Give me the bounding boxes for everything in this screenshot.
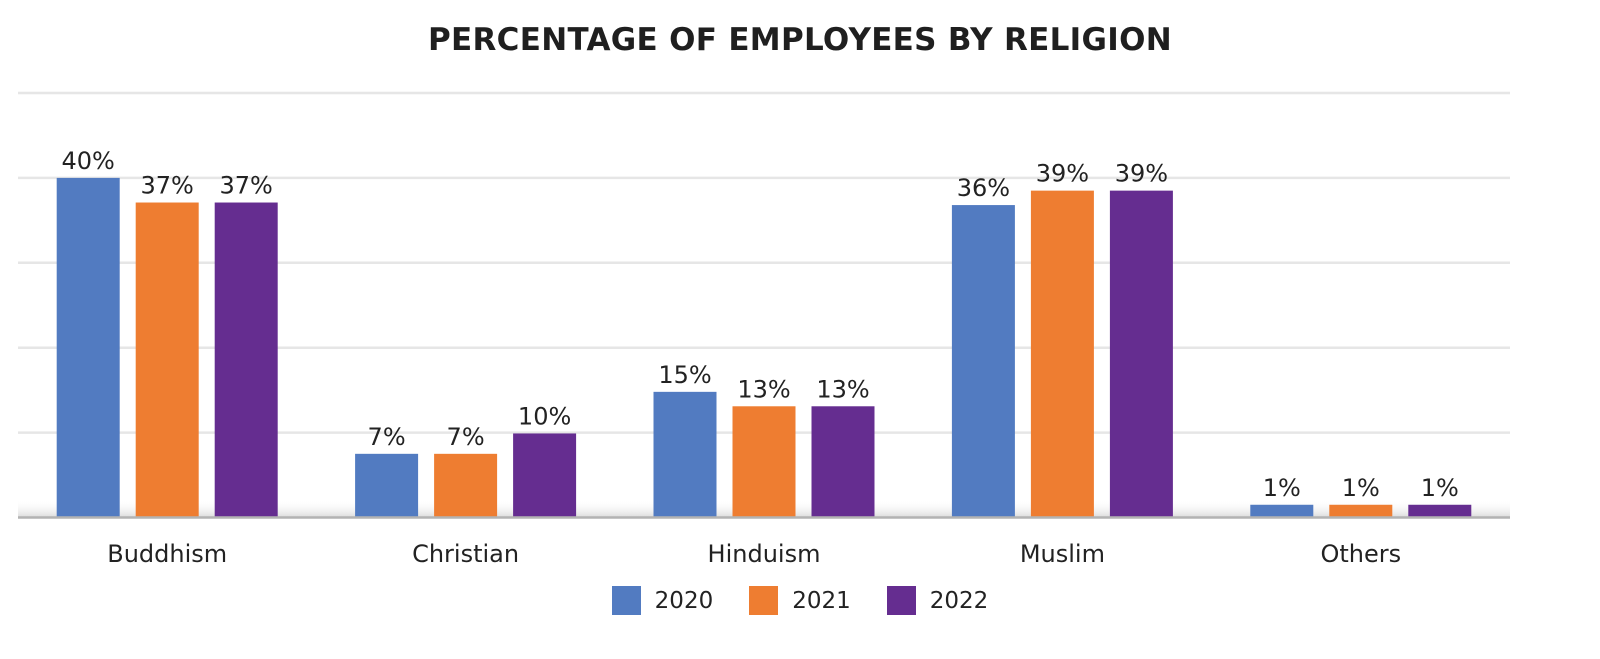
legend-item-2020: 2020 [611,586,714,615]
legend-item-2021: 2021 [749,586,851,615]
category-labels-group: Buddhism Christian Hinduism Muslim Others [107,540,1401,568]
bar-hinduism-2022 [811,406,875,518]
data-label-christian-2022: 10% [518,402,571,430]
bar-chart: 40% 37% 37% 7% 7% 10% 15% 13% 13% 36% 39% 39% 1% 1% 1%… [18,91,1510,568]
category-label-others: Others [1320,540,1401,568]
bar-others-2022 [1408,504,1472,518]
legend-label-2022: 2022 [929,587,989,614]
legend-swatch-2020 [611,586,641,615]
legend-item-2022: 2022 [886,586,989,615]
legend-swatch-2021 [749,586,779,615]
data-label-buddhism-2020: 40% [62,147,115,175]
bar-muslim-2022 [1109,190,1173,518]
bar-others-2020 [1250,504,1314,518]
bar-muslim-2020 [951,205,1015,518]
category-label-muslim: Muslim [1020,540,1105,568]
bar-christian-2021 [434,453,498,518]
bar-buddhism-2021 [135,202,199,518]
legend-swatch-2022 [886,586,916,615]
legend: 2020 2021 2022 [0,586,1600,615]
bar-muslim-2021 [1030,190,1094,518]
legend-label-2021: 2021 [792,587,851,614]
data-label-others-2020: 1% [1263,474,1301,502]
data-label-others-2021: 1% [1342,474,1380,502]
data-label-hinduism-2020: 15% [658,361,711,389]
data-label-christian-2020: 7% [368,423,406,451]
data-label-others-2022: 1% [1421,474,1459,502]
bar-buddhism-2020 [56,177,120,518]
data-label-muslim-2022: 39% [1115,160,1168,188]
bar-others-2021 [1329,504,1393,518]
data-label-hinduism-2021: 13% [737,375,790,403]
legend-label-2020: 2020 [654,587,714,614]
data-label-christian-2021: 7% [447,423,485,451]
data-label-hinduism-2022: 13% [816,375,869,403]
data-label-muslim-2020: 36% [957,174,1010,202]
bars-group [56,177,1472,518]
bar-christian-2022 [513,433,577,518]
bar-hinduism-2020 [653,391,717,518]
bar-buddhism-2022 [214,202,278,518]
bar-christian-2020 [355,453,419,518]
data-label-buddhism-2022: 37% [220,172,273,200]
data-label-muslim-2021: 39% [1036,160,1089,188]
bar-hinduism-2021 [732,406,796,518]
chart-title: PERCENTAGE OF EMPLOYEES BY RELIGION [428,22,1172,58]
data-label-buddhism-2021: 37% [141,172,194,200]
category-label-hinduism: Hinduism [708,540,821,568]
data-labels-group: 40% 37% 37% 7% 7% 10% 15% 13% 13% 36% 39% 39% 1% 1% 1% [62,147,1459,502]
category-label-christian: Christian [412,540,519,568]
category-label-buddhism: Buddhism [107,540,227,568]
